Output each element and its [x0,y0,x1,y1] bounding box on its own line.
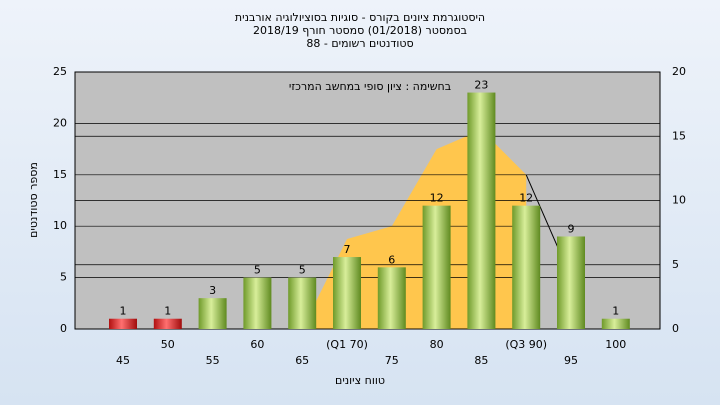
x-tick-label: 80 [430,338,444,351]
bar [422,205,451,329]
x-tick-label: 75 [385,354,399,367]
value-label: 5 [299,264,306,277]
x-tick-label: 100 [605,338,626,351]
y-tick-label: 0 [60,322,67,335]
bar [467,92,496,329]
bar [512,205,541,329]
y2-tick-label: 10 [672,194,686,207]
x-tick-label: 60 [250,338,264,351]
x-tick-label: (Q3 90) [505,338,547,351]
value-label: 12 [430,192,444,205]
y-tick-label: 5 [60,271,67,284]
subtitle: בסמסטר (01/2018) סמסטר חורף 2018/19 [253,24,467,37]
value-label: 3 [209,284,216,297]
x-axis-label: טווח ציונים [335,374,385,387]
value-label: 12 [519,192,533,205]
bar [109,318,137,329]
y-tick-label: 20 [53,116,67,129]
x-tick-label: 85 [474,354,488,367]
value-label: 23 [474,79,488,92]
value-label: 9 [568,222,575,235]
bar [198,298,227,329]
y-tick-label: 25 [53,65,67,78]
bar [288,277,317,329]
bar [557,236,585,329]
y-tick-label: 10 [53,219,67,232]
y-tick-label: 15 [53,168,67,181]
value-label: 1 [120,305,127,318]
y-axis-label: מספר סטודנטים [27,162,40,238]
x-tick-label: 55 [206,354,220,367]
x-tick-label: 45 [116,354,130,367]
x-tick-label: 95 [564,354,578,367]
bar [153,318,182,329]
y2-tick-label: 5 [672,258,679,271]
y2-tick-label: 0 [672,322,679,335]
value-label: 1 [612,305,619,318]
value-label: 6 [388,253,395,266]
x-tick-label: 50 [161,338,175,351]
value-label: 7 [344,243,351,256]
bar [377,267,406,329]
value-label: 5 [254,264,261,277]
bar [243,277,272,329]
y2-tick-label: 15 [672,129,686,142]
annotation: בחשימה : ציון סופי במחשב המרכזי [289,80,451,93]
chart-title: היסטוגרמת ציונים בקורס - סוגיות בסוציולו… [235,11,485,24]
x-tick-label: (Q1 70) [326,338,368,351]
value-label: 1 [164,305,171,318]
x-tick-label: 65 [295,354,309,367]
bar [601,318,630,329]
subtitle: סטודנטים רשומים - 88 [306,37,413,50]
y2-tick-label: 20 [672,65,686,78]
bar [333,257,361,329]
